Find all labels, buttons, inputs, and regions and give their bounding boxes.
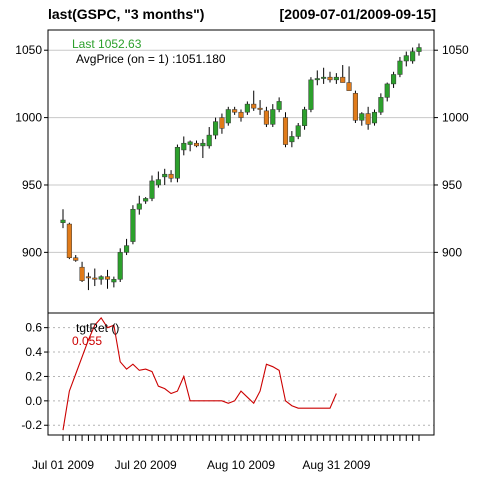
candle-body (238, 111, 244, 118)
candle-body (232, 109, 238, 113)
candle-body (162, 173, 168, 178)
candle-body (136, 203, 142, 210)
x-axis: Jul 01 2009 Jul 20 2009 Aug 10 2009 Aug 31 … (32, 435, 420, 472)
candle-body (117, 252, 123, 280)
candle-body (384, 83, 390, 98)
candle-body (352, 93, 358, 121)
price-tick-label-right: 950 (442, 178, 462, 192)
price-tick-label-right: 900 (442, 245, 462, 259)
candle-body (124, 245, 130, 253)
x-tick-label: Aug 31 2009 (302, 458, 370, 472)
chart-title: last(GSPC, "3 months") (48, 6, 204, 22)
candle-body (365, 113, 371, 125)
candle-body (181, 142, 187, 151)
candle-body (289, 136, 295, 143)
candle-body (302, 109, 308, 126)
candle-body (378, 97, 384, 113)
candle-body (333, 76, 339, 81)
candle-body (143, 198, 149, 202)
candle-body (60, 219, 66, 223)
price-gridlines (48, 49, 434, 253)
candle-body (314, 78, 320, 81)
indicator-gridlines (48, 327, 434, 426)
candle-body (327, 76, 333, 81)
candle-body (340, 76, 346, 83)
candle-body (410, 51, 416, 62)
candle-body (359, 113, 365, 121)
candle-body (257, 107, 263, 110)
candle-body (263, 110, 269, 125)
indicator-tick-label: 0.0 (25, 394, 42, 408)
indicator-last-value: 0.055 (72, 334, 102, 348)
legend-avg-price: AvgPrice (on = 1) :1051.180 (76, 52, 226, 66)
indicator-tick-label: -0.2 (21, 418, 42, 432)
candle-body (85, 276, 91, 279)
candle-body (295, 125, 301, 137)
candle-body (155, 179, 161, 186)
x-tick-label: Jul 01 2009 (32, 458, 94, 472)
candle-body (73, 257, 79, 261)
candle-body (403, 55, 409, 62)
candle-body (219, 117, 225, 129)
candle-body (206, 134, 212, 147)
candle-body (104, 276, 111, 280)
price-tick-label-left: 950 (22, 178, 42, 192)
indicator-name: tgtRet () (76, 321, 119, 335)
candle-body (346, 82, 352, 91)
candle-body (416, 47, 422, 52)
price-y-axis-right: 900 950 1000 1050 (434, 43, 469, 259)
candle-body (213, 121, 219, 136)
candle-body (308, 79, 314, 110)
indicator-tick-label: 0.2 (25, 369, 42, 383)
date-range-label: [2009-07-01/2009-09-15] (280, 6, 436, 22)
candle-body (397, 60, 403, 75)
price-candles (60, 43, 422, 291)
candle-body (111, 279, 117, 283)
price-panel-frame (47, 29, 435, 314)
candle-body (282, 117, 289, 145)
candle-body (276, 101, 282, 110)
legend-last-price: Last 1052.63 (72, 37, 142, 51)
indicator-tick-label: 0.6 (25, 321, 42, 335)
candle-body (270, 109, 276, 125)
tgtret-line (62, 316, 337, 431)
candle-body (168, 173, 174, 179)
price-y-axis-left: 900 950 1000 1050 (15, 43, 48, 259)
candle-body (391, 74, 397, 85)
indicator-tick-label: 0.4 (25, 345, 42, 359)
candle-body (251, 103, 257, 109)
candle-body (92, 277, 98, 280)
candle-body (321, 76, 327, 79)
x-tick-label: Aug 10 2009 (207, 458, 275, 472)
candle-body (149, 180, 155, 199)
candle-body (200, 142, 206, 147)
candle-body (130, 208, 136, 242)
price-tick-label-right: 1000 (442, 111, 469, 125)
candle-body (174, 146, 180, 179)
indicator-y-axis: -0.2 0.0 0.2 0.4 0.6 (21, 321, 48, 432)
price-tick-label-left: 1000 (15, 111, 42, 125)
price-tick-label-left: 1050 (15, 43, 42, 57)
x-tick-label: Jul 20 2009 (115, 458, 177, 472)
candle-body (98, 276, 104, 280)
candle-body (66, 223, 72, 258)
price-tick-label-left: 900 (22, 245, 42, 259)
candle-body (244, 103, 250, 113)
candle-body (371, 111, 378, 124)
candle-body (193, 142, 200, 147)
price-tick-label-right: 1050 (442, 43, 469, 57)
candle-body (225, 109, 231, 124)
candle-body (187, 141, 193, 145)
candle-body (79, 266, 85, 281)
